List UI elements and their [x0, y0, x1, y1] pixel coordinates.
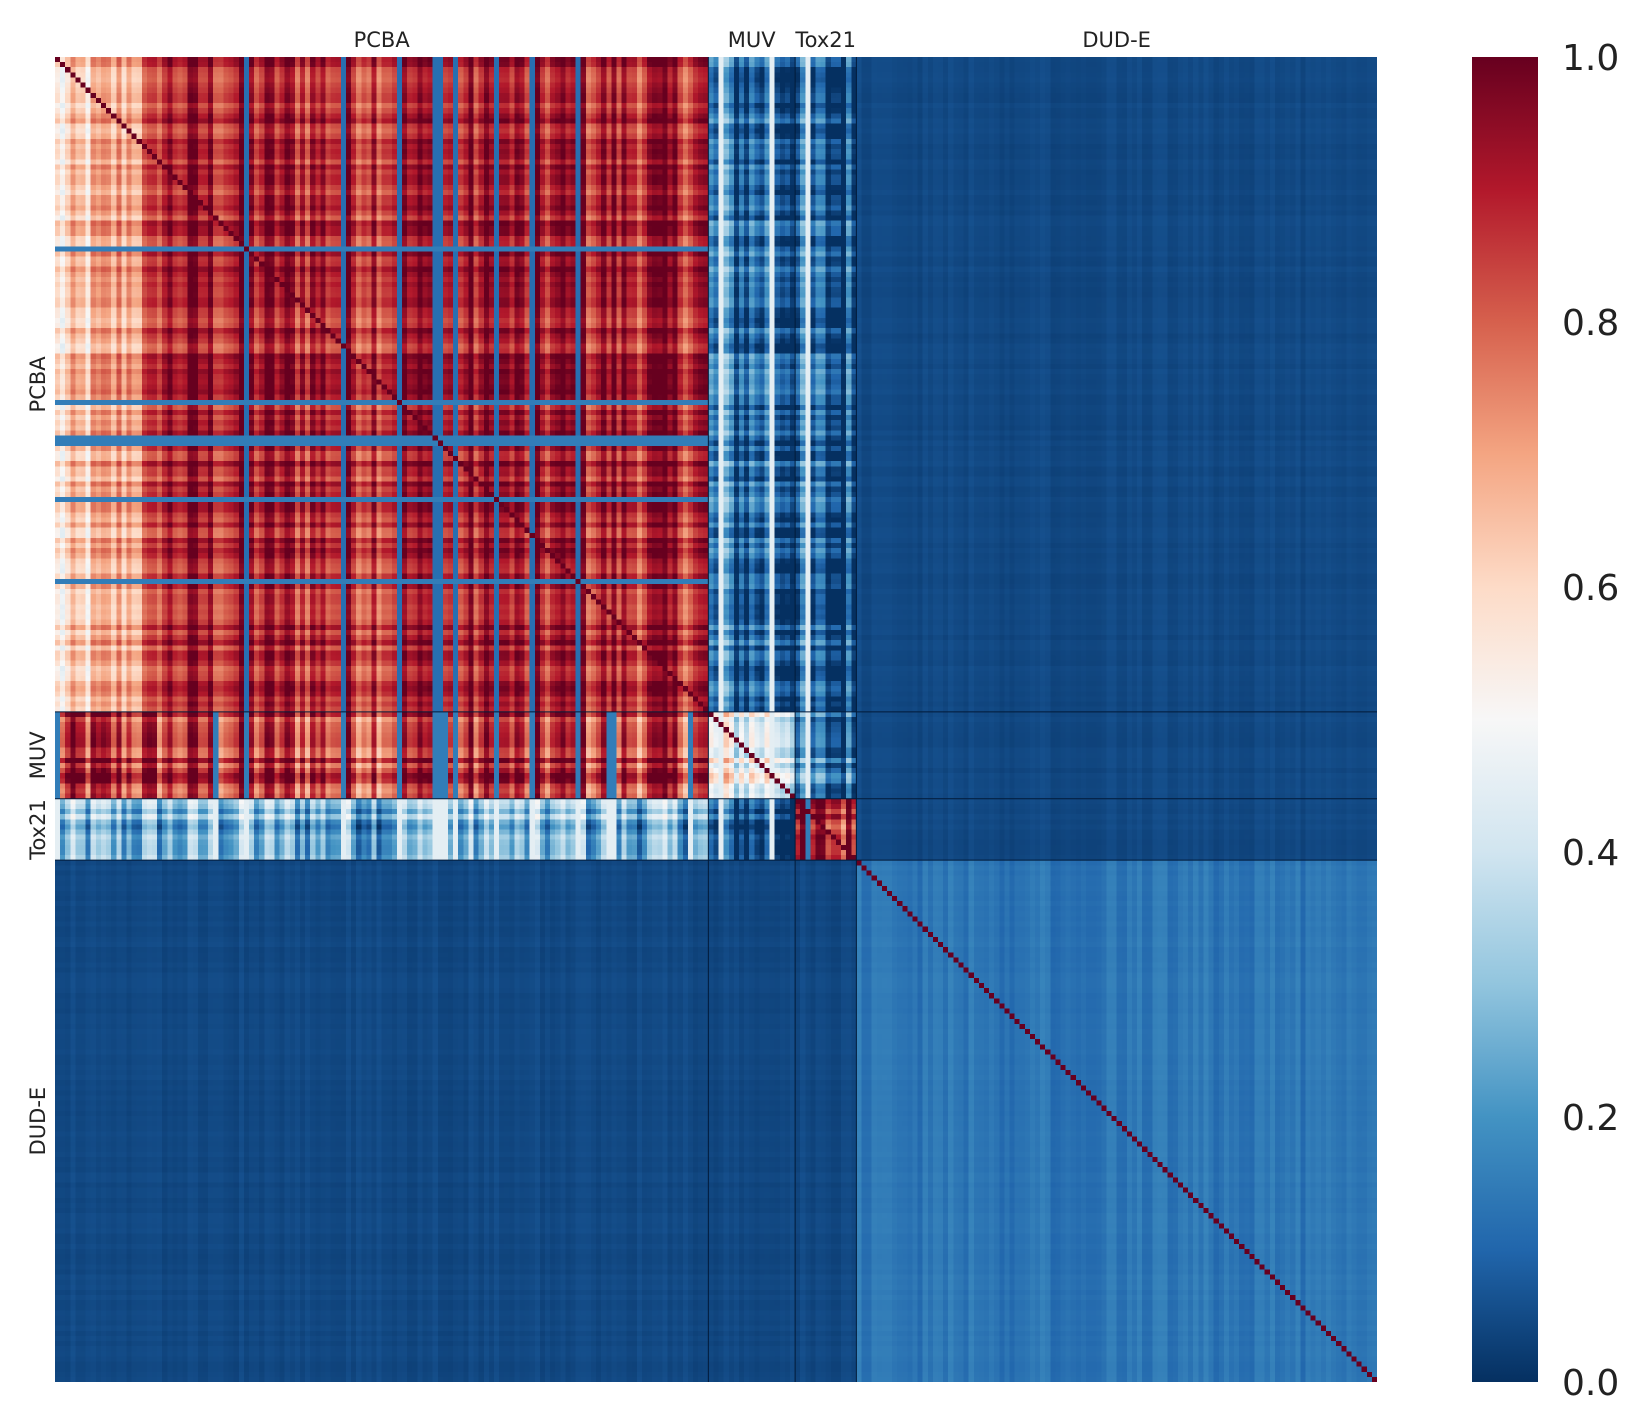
- colorbar-tick-label: 0.8: [1562, 303, 1619, 344]
- column-group-label-muv: MUV: [728, 28, 776, 52]
- colorbar-tick-label: 0.2: [1562, 1098, 1619, 1139]
- row-group-label-muv: MUV: [26, 731, 50, 779]
- colorbar-tick-label: 0.6: [1562, 568, 1619, 609]
- group-boundaries: [55, 57, 1377, 1382]
- column-group-label-tox21: Tox21: [794, 28, 856, 52]
- row-group-labels: PCBA MUV Tox21 DUD-E: [26, 356, 50, 1156]
- colorbar-tick-label: 0.0: [1562, 1363, 1619, 1404]
- row-group-label-dude: DUD-E: [26, 1087, 50, 1156]
- column-group-label-pcba: PCBA: [354, 28, 411, 52]
- heatmap-matrix: [55, 57, 1377, 1382]
- column-group-label-dude: DUD-E: [1082, 28, 1151, 52]
- colorbar-tick-label: 0.4: [1562, 833, 1619, 874]
- colorbar: [1472, 57, 1538, 1382]
- column-group-labels: PCBA MUV Tox21 DUD-E: [354, 28, 1151, 52]
- colorbar-tick-labels: 1.0 0.8 0.6 0.4 0.2 0.0: [1562, 38, 1619, 1404]
- row-group-label-tox21: Tox21: [26, 799, 50, 861]
- colorbar-tick-label: 1.0: [1562, 38, 1619, 79]
- row-group-label-pcba: PCBA: [26, 356, 50, 413]
